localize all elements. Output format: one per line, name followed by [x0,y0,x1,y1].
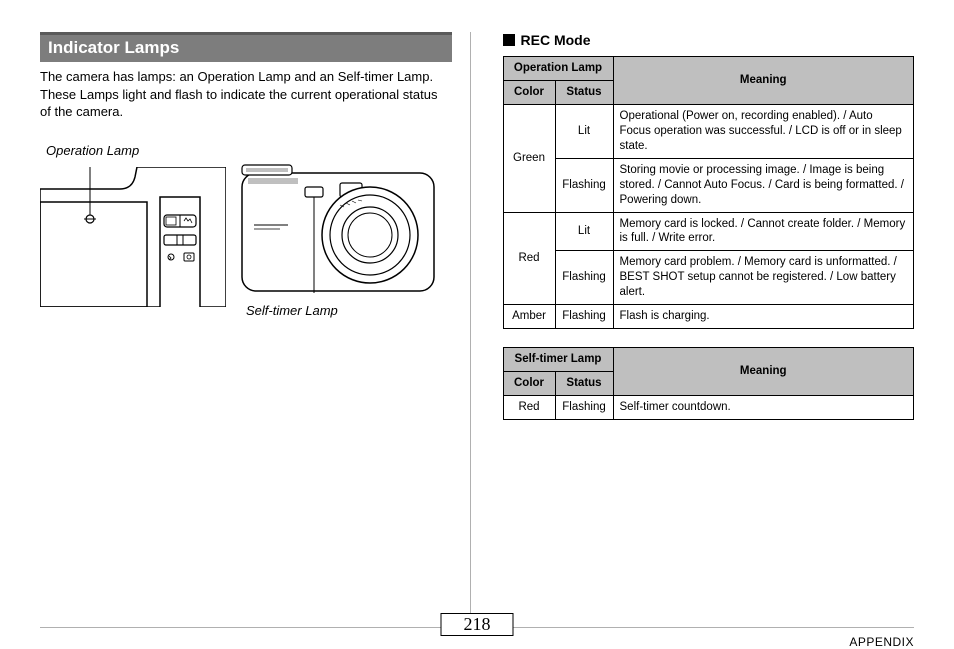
rec-mode-header: REC Mode [503,32,915,48]
cell-status: Flashing [555,158,613,212]
camera-back-svg [40,167,226,307]
cell-meaning: Self-timer countdown. [613,396,914,420]
square-bullet-icon [503,34,515,46]
cell-meaning: Operational (Power on, recording enabled… [613,104,914,158]
cell-meaning: Storing movie or processing image. / Ima… [613,158,914,212]
table-row: Flashing Memory card problem. / Memory c… [503,251,914,305]
cell-color: Red [503,396,555,420]
table-row: Green Lit Operational (Power on, recordi… [503,104,914,158]
th-meaning: Meaning [613,57,914,105]
th-meaning: Meaning [613,348,914,396]
section-heading: Indicator Lamps [40,32,452,62]
th-color: Color [503,80,555,104]
th-lamp: Self-timer Lamp [503,348,613,372]
cell-color: Red [503,212,555,305]
left-column: Indicator Lamps The camera has lamps: an… [40,32,471,626]
cell-meaning: Memory card is locked. / Cannot create f… [613,212,914,251]
th-lamp: Operation Lamp [503,57,613,81]
cell-status: Lit [555,104,613,158]
section-label: APPENDIX [849,635,914,649]
cell-status: Flashing [555,251,613,305]
th-status: Status [555,80,613,104]
selftimer-lamp-table: Self-timer Lamp Meaning Color Status Red… [503,347,915,420]
table-row: Flashing Storing movie or processing ima… [503,158,914,212]
cell-color: Amber [503,305,555,329]
operation-lamp-label: Operation Lamp [46,143,139,158]
th-status: Status [555,372,613,396]
cell-status: Flashing [555,396,613,420]
cell-status: Flashing [555,305,613,329]
page-footer: 218 APPENDIX [40,627,914,628]
operation-lamp-table: Operation Lamp Meaning Color Status Gree… [503,56,915,329]
selftimer-lamp-label: Self-timer Lamp [246,303,338,318]
right-column: REC Mode Operation Lamp Meaning Color St… [499,32,915,626]
intro-paragraph: The camera has lamps: an Operation Lamp … [40,68,452,121]
cell-status: Lit [555,212,613,251]
camera-diagram: Operation Lamp Self-timer Lamp [40,145,452,385]
table-row: Amber Flashing Flash is charging. [503,305,914,329]
table-row: Red Flashing Self-timer countdown. [503,396,914,420]
camera-front-svg [240,163,436,293]
table-row: Red Lit Memory card is locked. / Cannot … [503,212,914,251]
th-color: Color [503,372,555,396]
page-number: 218 [441,613,514,636]
cell-color: Green [503,104,555,212]
cell-meaning: Memory card problem. / Memory card is un… [613,251,914,305]
cell-meaning: Flash is charging. [613,305,914,329]
rec-mode-title: REC Mode [521,32,591,48]
